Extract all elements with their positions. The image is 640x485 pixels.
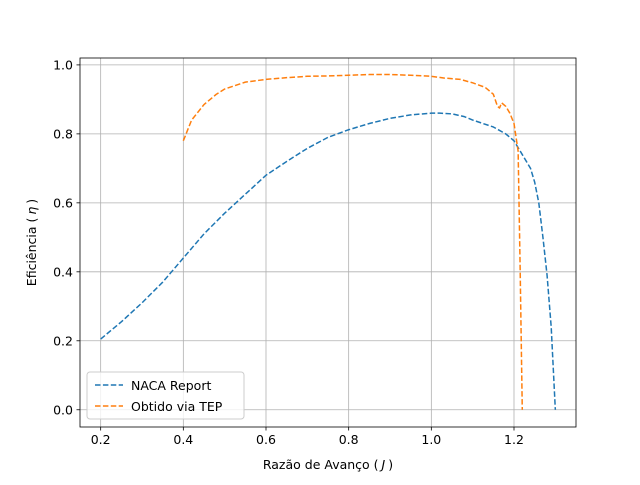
- x-tick-label: 1.2: [504, 432, 524, 447]
- y-tick-label: 0.8: [53, 126, 73, 141]
- y-axis-label: Eficiência (η): [24, 199, 39, 286]
- x-tick-label: 0.6: [256, 432, 276, 447]
- legend-label-obtido-via-tep: Obtido via TEP: [131, 399, 223, 414]
- y-tick-label: 0.6: [53, 195, 73, 210]
- y-tick-label: 0.0: [53, 402, 73, 417]
- x-axis-symbol: J: [379, 457, 386, 472]
- x-tick-label: 0.2: [91, 432, 111, 447]
- legend: NACA Report Obtido via TEP: [86, 371, 245, 420]
- x-tick-label: 1.0: [421, 432, 441, 447]
- x-axis-label: Razão de Avanço (J): [263, 457, 393, 472]
- axes-frame: [79, 57, 577, 428]
- ticks: 0.2 0.4 0.6 0.8 1.0 1.2 0.0 0.2 0.4 0.6 0.8 1.0: [53, 57, 524, 447]
- legend-label-naca-report: NACA Report: [131, 378, 211, 393]
- series-line-obtido-via-tep: [182, 73, 524, 410]
- legend-box: [86, 371, 245, 420]
- y-tick-label: 0.2: [53, 333, 73, 348]
- series-line-naca-report: [100, 112, 557, 410]
- series-lines: [100, 73, 557, 410]
- y-axis-symbol: η: [24, 207, 39, 215]
- x-tick-label: 0.4: [173, 432, 193, 447]
- y-tick-label: 0.4: [53, 264, 73, 279]
- grid: [80, 58, 576, 427]
- y-tick-label: 1.0: [53, 57, 73, 72]
- x-tick-label: 0.8: [339, 432, 359, 447]
